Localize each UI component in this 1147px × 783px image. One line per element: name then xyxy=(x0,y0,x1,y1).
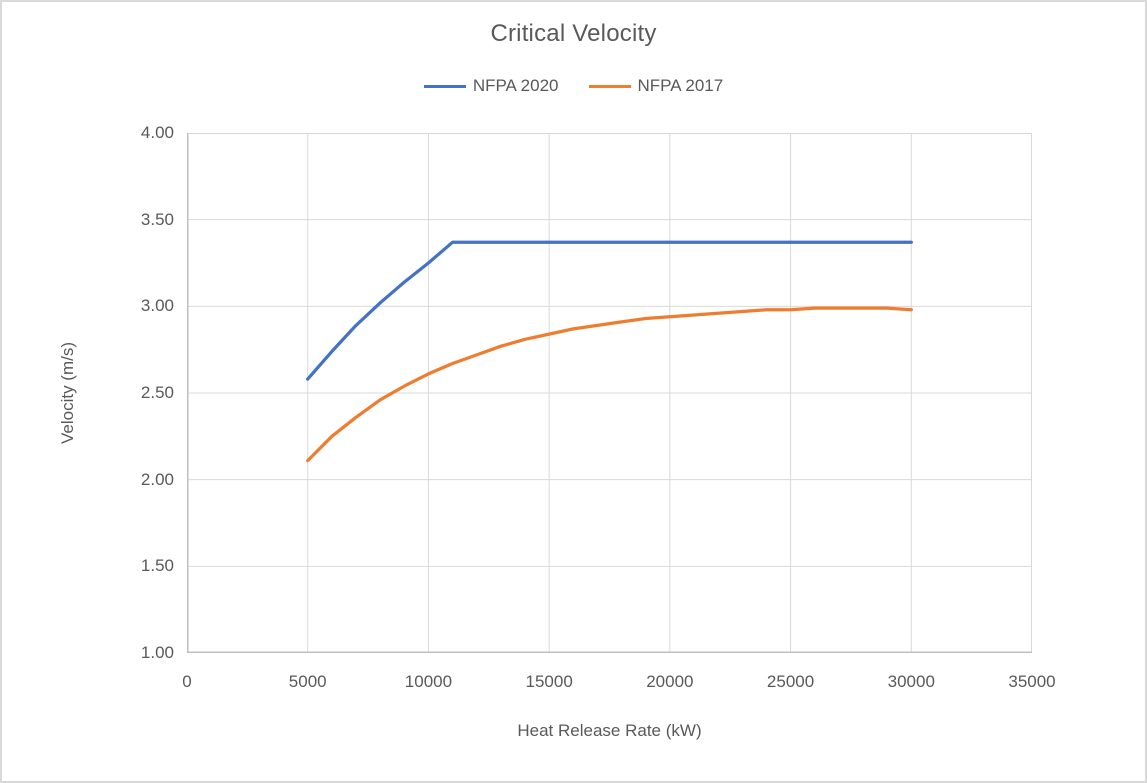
x-axis-title: Heat Release Rate (kW) xyxy=(517,721,702,740)
y-tick-label: 1.50 xyxy=(140,556,174,576)
y-tick-label: 4.00 xyxy=(140,123,174,142)
x-tick-label: 35000 xyxy=(1008,672,1056,691)
y-tick-label: 2.50 xyxy=(140,383,174,402)
y-axis-title: Velocity (m/s) xyxy=(58,341,77,445)
legend-label-nfpa-2017: NFPA 2017 xyxy=(637,76,724,95)
chart-title: Critical Velocity xyxy=(490,20,657,47)
legend-item-nfpa-2017[interactable]: NFPA 2017 xyxy=(588,76,724,96)
x-tick-label: 30000 xyxy=(887,672,935,691)
x-tick-label: 25000 xyxy=(766,672,815,691)
x-tick-label: 20000 xyxy=(646,672,694,691)
legend-label-nfpa-2020: NFPA 2020 xyxy=(472,76,559,95)
y-tick-label: 3.00 xyxy=(140,296,174,316)
plot-area xyxy=(187,133,1032,653)
legend-line-swatch-nfpa-2017 xyxy=(588,84,631,88)
x-tick-label: 15000 xyxy=(525,672,573,691)
legend: NFPA 2020 NFPA 2017 xyxy=(2,76,1145,96)
y-tick-label: 3.50 xyxy=(140,209,174,229)
series-line-nfpa-2020[interactable] xyxy=(306,240,913,381)
legend-line-swatch-nfpa-2020 xyxy=(423,84,466,88)
series-line-nfpa-2017[interactable] xyxy=(306,306,913,463)
y-tick-label: 1.00 xyxy=(140,643,174,662)
x-tick-label: 5000 xyxy=(288,672,327,691)
x-tick-label: 10000 xyxy=(404,672,453,691)
x-tick-label: 0 xyxy=(182,672,192,691)
legend-item-nfpa-2020[interactable]: NFPA 2020 xyxy=(423,76,559,96)
y-tick-label: 2.00 xyxy=(140,469,174,489)
